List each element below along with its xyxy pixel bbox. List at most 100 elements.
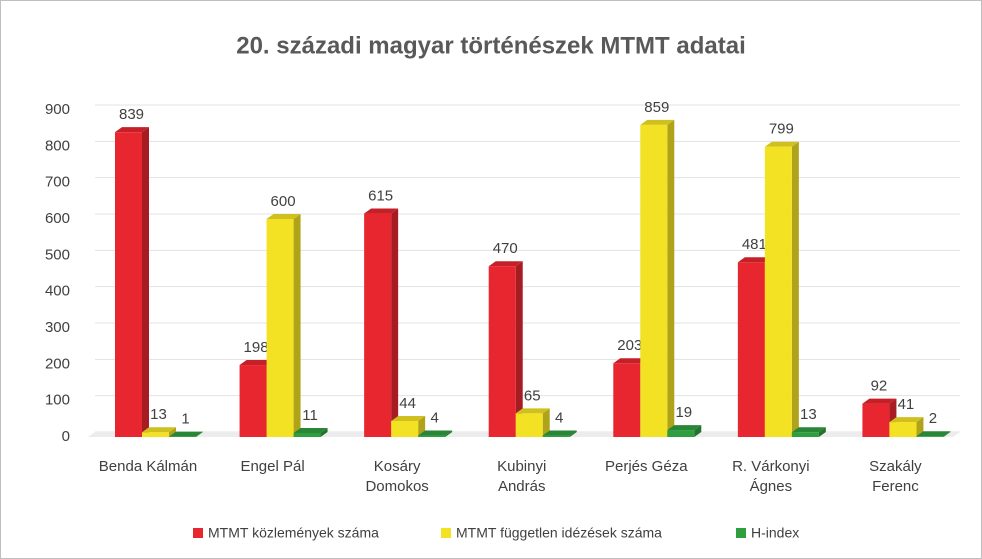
bar — [916, 436, 944, 437]
bar-top — [115, 127, 149, 133]
x-tick-label: Szakály Ferenc — [869, 458, 922, 495]
bar-side — [542, 408, 550, 437]
value-label: 4 — [430, 410, 438, 427]
legend-swatch — [193, 528, 203, 538]
x-tick-label: R. Várkonyi Ágnes — [732, 458, 810, 495]
x-tick-label: Perjés Géza — [605, 458, 688, 475]
value-label: 1 — [181, 411, 189, 428]
bar-side — [418, 416, 426, 437]
bar-top — [169, 431, 203, 437]
bar-top — [142, 427, 176, 433]
legend-label: MTMT független idézések száma — [456, 525, 662, 541]
bar-top — [640, 119, 675, 125]
bar — [142, 432, 169, 437]
y-tick-label: 400 — [45, 283, 70, 300]
bar-top — [862, 398, 897, 404]
bar-side — [916, 417, 924, 437]
bar-top — [764, 141, 799, 147]
bar — [791, 432, 819, 437]
x-tick-label: Benda Kálmán — [98, 458, 198, 475]
bar-side — [196, 431, 203, 437]
y-tick-label: 800 — [45, 137, 70, 154]
value-label: 41 — [898, 396, 915, 413]
bar-side — [142, 127, 149, 437]
legend-label: H-index — [751, 525, 799, 541]
bar-top — [667, 425, 702, 431]
value-label: 13 — [150, 406, 167, 423]
bar-top — [613, 358, 648, 364]
bar-side — [320, 428, 328, 437]
value-label: 839 — [119, 106, 144, 123]
y-tick-label: 500 — [45, 246, 70, 263]
bar-top — [889, 417, 924, 423]
legend-swatch — [736, 528, 746, 538]
value-label: 470 — [493, 240, 518, 257]
bar-side — [391, 208, 399, 437]
bar — [737, 262, 765, 437]
bar — [515, 413, 543, 437]
value-label: 92 — [871, 378, 888, 395]
x-tick-label: Kosáry Domokos — [365, 458, 429, 495]
bar — [266, 219, 294, 437]
bar-side — [169, 427, 176, 437]
bar — [418, 435, 446, 437]
bar — [613, 363, 641, 437]
value-label: 2 — [929, 410, 937, 427]
value-label: 4 — [555, 410, 563, 427]
value-label: 615 — [368, 188, 393, 205]
value-label: 203 — [617, 337, 642, 354]
bar-side — [445, 430, 453, 437]
bar-side — [515, 261, 523, 437]
bar-top — [916, 431, 951, 437]
y-tick-label: 200 — [45, 355, 70, 372]
bar — [239, 365, 267, 437]
bar — [293, 433, 321, 437]
value-label: 44 — [399, 395, 416, 412]
bar — [667, 430, 695, 437]
bar-top — [391, 416, 426, 422]
bar-side — [694, 425, 702, 437]
bar — [862, 403, 890, 437]
bar — [391, 421, 419, 437]
bar-top — [737, 257, 772, 263]
bar-side — [569, 430, 577, 437]
bar-side — [667, 119, 675, 437]
bar-top — [266, 214, 301, 219]
bar — [488, 266, 516, 437]
bar-side — [818, 427, 826, 437]
value-label: 799 — [769, 121, 794, 138]
value-label: 19 — [675, 404, 692, 421]
bar — [115, 132, 142, 437]
bar-top — [791, 427, 826, 433]
legend-label: MTMT közlemények száma — [208, 525, 379, 541]
bar-top — [293, 428, 328, 434]
bar-side — [791, 141, 799, 438]
x-tick-label: Kubinyi András — [497, 458, 547, 495]
bar-top — [418, 430, 453, 436]
value-label: 11 — [302, 407, 318, 424]
bar-side — [293, 214, 301, 437]
bar — [364, 213, 392, 437]
bar-top — [364, 208, 399, 214]
value-label: 481 — [742, 236, 767, 253]
value-label: 198 — [244, 339, 269, 356]
legend-swatch — [441, 528, 451, 538]
value-label: 13 — [800, 406, 817, 423]
y-tick-label: 600 — [45, 210, 70, 227]
y-tick-label: 0 — [62, 428, 70, 445]
y-tick-label: 900 — [45, 101, 70, 118]
value-label: 65 — [524, 387, 541, 404]
value-label: 600 — [271, 193, 296, 210]
chart-title: 20. századi magyar történészek MTMT adat… — [236, 32, 746, 59]
bar-top — [542, 430, 577, 436]
bar — [764, 146, 792, 438]
bar-top — [515, 408, 550, 414]
bar-top — [488, 261, 523, 267]
y-tick-label: 100 — [45, 392, 70, 409]
y-tick-label: 300 — [45, 319, 70, 336]
bar — [640, 124, 668, 437]
bar — [542, 435, 570, 437]
x-tick-label: Engel Pál — [240, 458, 305, 475]
